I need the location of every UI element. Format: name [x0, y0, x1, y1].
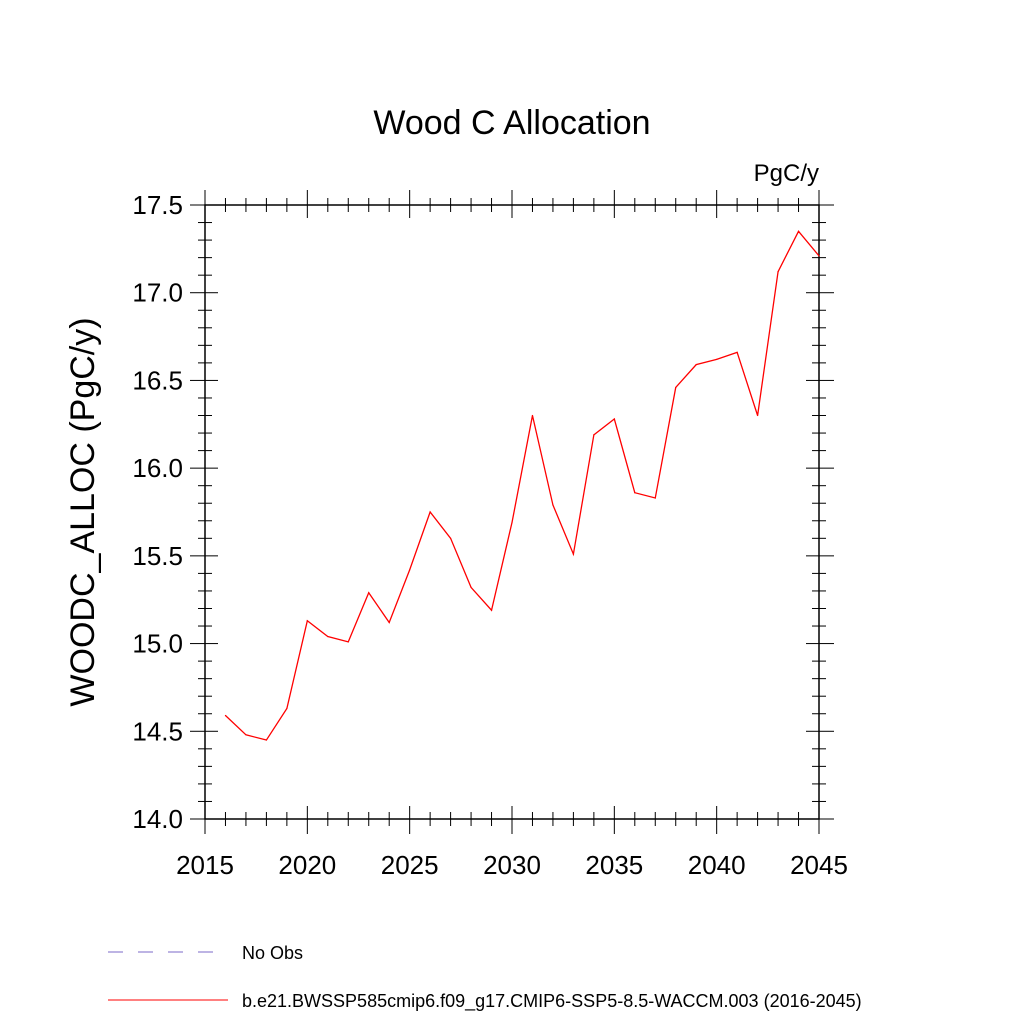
data-point: [736, 351, 738, 353]
data-point: [777, 271, 779, 273]
data-point: [409, 569, 411, 571]
data-point: [716, 358, 718, 360]
y-tick-label: 15.5: [132, 541, 183, 571]
data-point: [757, 414, 759, 417]
y-tick-label: 16.0: [132, 453, 183, 483]
y-tick-label: 16.5: [132, 365, 183, 395]
x-tick-label: 2035: [585, 850, 643, 880]
data-point: [368, 592, 370, 594]
x-tick-label: 2045: [790, 850, 848, 880]
series-layer: [224, 230, 820, 741]
legend-label-model: b.e21.BWSSP585cmip6.f09_g17.CMIP6-SSP5-8…: [242, 991, 862, 1012]
units-label: PgC/y: [754, 160, 819, 187]
y-axis-label: WOODC_ALLOC (PgC/y): [64, 317, 102, 706]
x-tick-label: 2015: [176, 850, 234, 880]
data-point: [429, 511, 431, 513]
data-point: [634, 492, 636, 494]
x-tick-label: 2040: [688, 850, 746, 880]
y-tick-label: 14.5: [132, 716, 183, 746]
data-point: [327, 635, 329, 638]
data-point: [695, 364, 697, 366]
legend-label-no-obs: No Obs: [242, 943, 303, 963]
data-point: [245, 734, 247, 736]
data-point: [470, 586, 472, 589]
data-point: [552, 504, 554, 506]
data-point: [347, 641, 349, 643]
y-tick-label: 17.5: [132, 190, 183, 220]
data-point: [675, 386, 677, 389]
legend: No Obs b.e21.BWSSP585cmip6.f09_g17.CMIP6…: [108, 943, 862, 1012]
y-tick-label: 17.0: [132, 278, 183, 308]
data-point: [818, 255, 820, 257]
data-point: [797, 230, 800, 232]
major-ticks: [190, 190, 834, 834]
x-tick-labels: 2015 2020 2025 2030 2035 2040 2045: [176, 850, 848, 880]
y-tick-labels: 14.0 14.5 15.0 15.5 16.0 16.5 17.0 17.5: [132, 190, 183, 834]
data-point: [265, 739, 267, 741]
data-point: [613, 418, 615, 420]
minor-ticks: [198, 198, 826, 826]
x-tick-label: 2020: [278, 850, 336, 880]
data-point: [572, 553, 575, 555]
x-tick-label: 2030: [483, 850, 541, 880]
data-point: [306, 620, 308, 622]
chart-title: Wood C Allocation: [373, 104, 650, 142]
data-point: [490, 609, 493, 611]
data-point: [654, 497, 656, 499]
data-point: [511, 521, 513, 524]
data-point: [388, 621, 390, 624]
x-tick-label: 2025: [381, 850, 439, 880]
data-point: [593, 434, 595, 436]
data-point: [531, 414, 534, 417]
series-line-0: [225, 230, 820, 741]
plot-frame: [204, 204, 820, 820]
y-tick-label: 14.0: [132, 804, 183, 834]
data-point: [450, 537, 452, 539]
data-point: [224, 714, 227, 717]
y-tick-label: 15.0: [132, 629, 183, 659]
data-point: [286, 707, 288, 710]
